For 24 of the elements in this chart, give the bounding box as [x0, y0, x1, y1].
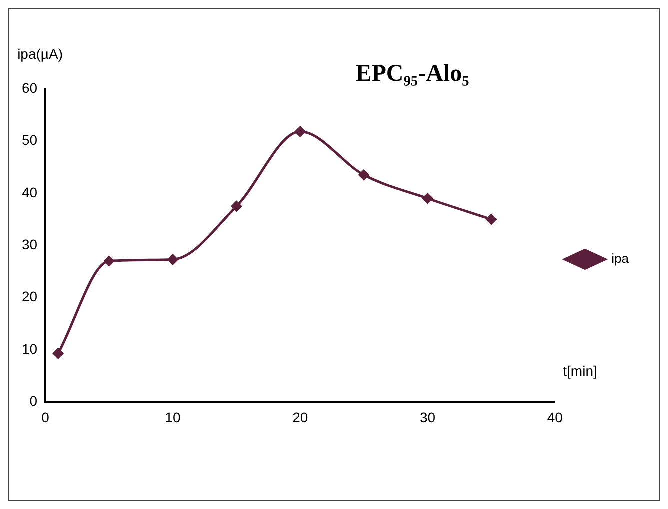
x-tick-label: 40 [547, 409, 564, 426]
x-tick-label: 20 [292, 409, 308, 426]
y-tick-label: 10 [22, 340, 38, 357]
x-tick-label: 10 [165, 409, 181, 426]
point [295, 126, 306, 138]
point [168, 254, 178, 265]
chart-title: EPC₉₅-Alo₅ [356, 61, 470, 87]
y-tick-label: 40 [22, 184, 38, 200]
y-tick-label: 60 [22, 80, 38, 96]
y-tick-label: 0 [30, 393, 38, 410]
x-tick-label: 0 [42, 409, 50, 426]
y-tick-label: 30 [22, 236, 38, 252]
point [486, 214, 497, 225]
x-tick-label: 30 [420, 409, 436, 426]
point [422, 193, 434, 204]
x-axis-title: t[min] [563, 363, 598, 380]
point [53, 348, 64, 359]
point [358, 170, 370, 180]
y-tick-label: 50 [22, 132, 38, 148]
point [231, 201, 242, 212]
legend-label: ipa [612, 251, 630, 266]
y-axis-title: ipa(µA) [18, 46, 63, 62]
y-tick-label: 20 [22, 288, 38, 305]
point [104, 256, 115, 267]
